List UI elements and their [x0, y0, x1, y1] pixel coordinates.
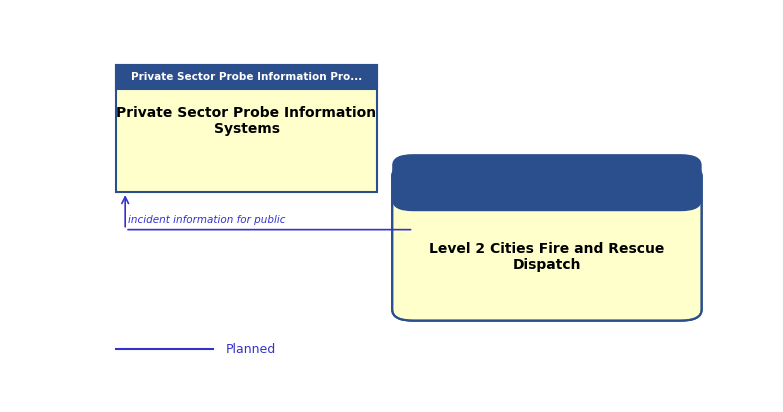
Text: incident information for public: incident information for public: [128, 215, 286, 225]
Bar: [116, 65, 377, 192]
FancyBboxPatch shape: [392, 154, 702, 211]
Text: Private Sector Probe Information Pro...: Private Sector Probe Information Pro...: [131, 72, 363, 82]
Text: Level 2 Cities Fire and Rescue
Dispatch: Level 2 Cities Fire and Rescue Dispatch: [429, 242, 665, 272]
Text: Planned: Planned: [226, 343, 276, 356]
Bar: [413, 188, 680, 200]
Bar: [116, 65, 377, 89]
FancyBboxPatch shape: [392, 165, 702, 321]
Text: Private Sector Probe Information
Systems: Private Sector Probe Information Systems: [117, 106, 377, 136]
